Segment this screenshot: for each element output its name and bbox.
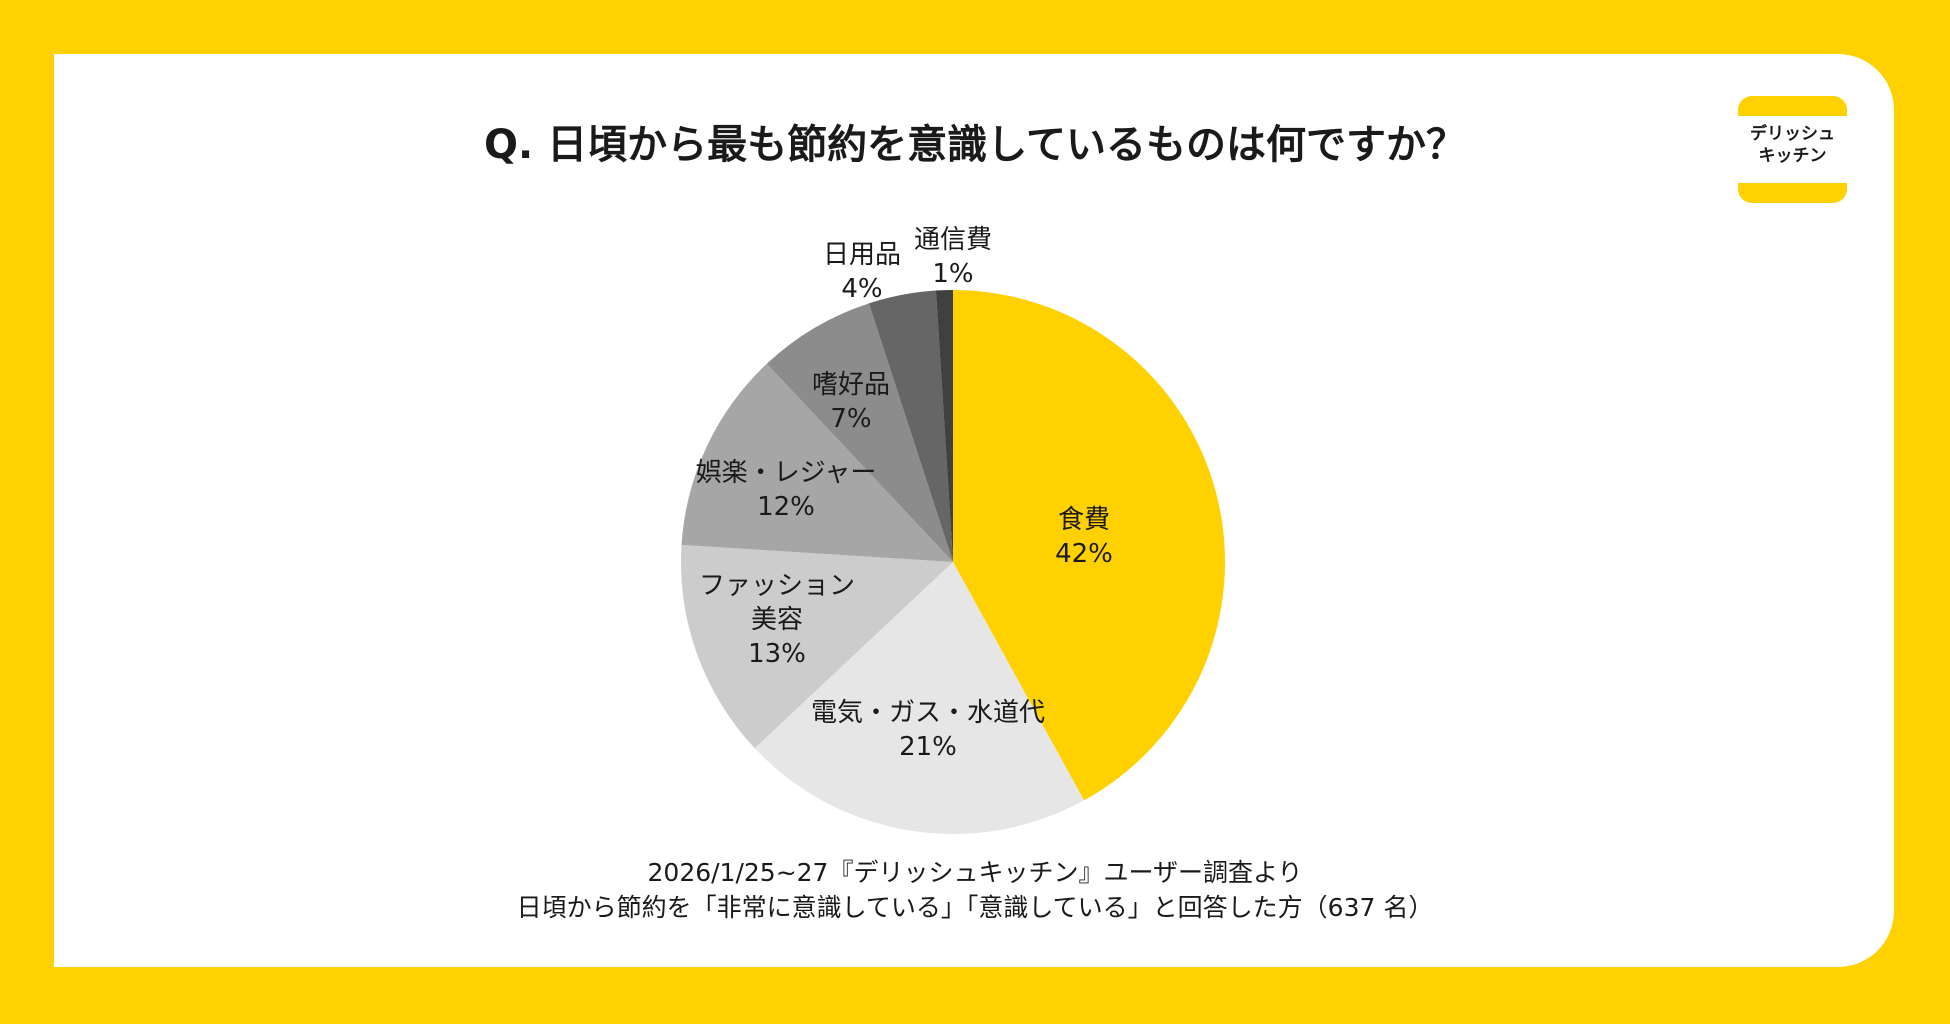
pie-slice <box>953 290 1225 801</box>
footer-note: 日頃から節約を「非常に意識している」「意識している」と回答した方（637 名） <box>516 893 1434 922</box>
pie-slice <box>754 562 1085 834</box>
pie-slice <box>766 303 953 562</box>
slice-label: 嗜好品 7% <box>812 370 890 434</box>
slice-label: 娯楽・レジャー 12% <box>696 458 877 522</box>
slice-label: 食費 42% <box>1055 505 1113 569</box>
slice-label: 通信費 1% <box>914 225 992 289</box>
pie-slice <box>681 363 953 562</box>
pie-slice <box>681 544 953 749</box>
footer-source: 2026/1/25~27『デリッシュキッチン』ユーザー調査より <box>647 858 1303 887</box>
slice-label: 電気・ガス・水道代 21% <box>811 698 1045 762</box>
pie-slice <box>868 290 953 562</box>
slice-label: ファッション美容 13% <box>699 571 855 669</box>
brand-logo: デリッシュ キッチン <box>1738 96 1847 203</box>
slice-label: 日用品 4% <box>823 240 901 304</box>
chart-title: Q. 日頃から最も節約を意識しているものは何ですか？ <box>484 122 1466 168</box>
pie-slice <box>935 290 953 562</box>
